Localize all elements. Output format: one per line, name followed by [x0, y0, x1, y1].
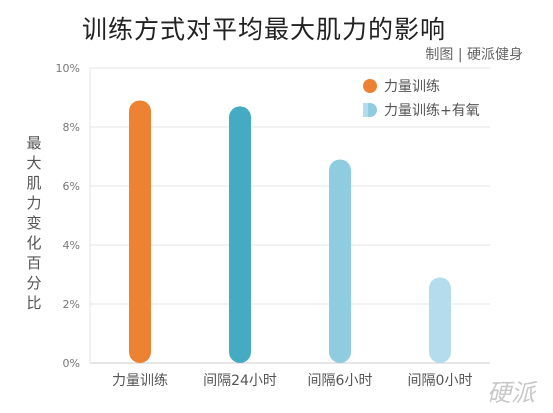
y-tick-labels: 0% 2% 4% 6% 8% 10% [56, 62, 80, 370]
bar [129, 100, 151, 363]
y-tick-label: 2% [63, 298, 80, 311]
y-tick-label: 8% [63, 121, 80, 134]
x-tick-label: 间隔24小时 [203, 373, 277, 389]
legend-item: 力量训练+有氧 [363, 103, 480, 119]
bar [429, 277, 451, 363]
y-tick-label: 6% [63, 180, 80, 193]
bar [229, 106, 251, 363]
y-tick-label: 10% [56, 62, 80, 75]
legend-label: 力量训练+有氧 [384, 103, 480, 119]
y-tick-label: 4% [63, 239, 80, 252]
x-tick-label: 间隔6小时 [308, 373, 373, 389]
x-tick-label: 间隔0小时 [408, 373, 473, 389]
x-tick-label: 力量训练 [112, 373, 168, 389]
x-tick-labels: 力量训练 间隔24小时 间隔6小时 间隔0小时 [112, 373, 472, 389]
grid-lines [89, 67, 490, 364]
legend-swatch [363, 79, 377, 93]
bar [329, 159, 351, 363]
legend-label: 力量训练 [384, 79, 440, 95]
y-tick-label: 0% [63, 357, 80, 370]
watermark-text: 硬派 [487, 379, 538, 407]
y-axis-label: 最大肌力变化百分比 [26, 134, 42, 312]
chart-title: 训练方式对平均最大肌力的影响 [82, 15, 447, 44]
legend-item: 力量训练 [363, 79, 440, 95]
watermark-logo: 硬派 [487, 379, 538, 407]
legend-swatch-accent [363, 103, 368, 117]
bars [129, 100, 451, 363]
chart-credit: 制图 | 硬派健身 [425, 47, 523, 63]
